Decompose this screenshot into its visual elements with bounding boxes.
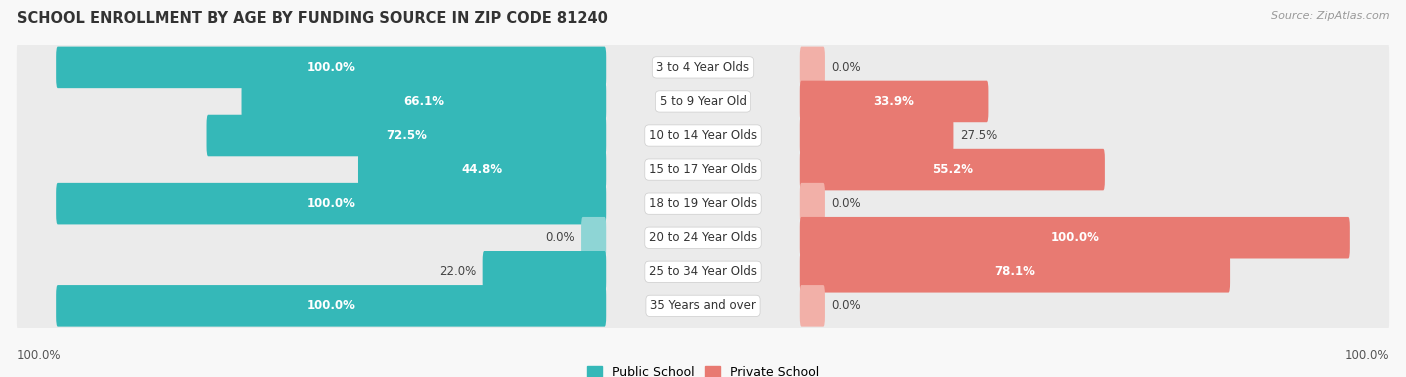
Text: 55.2%: 55.2% xyxy=(932,163,973,176)
Text: 66.1%: 66.1% xyxy=(404,95,444,108)
FancyBboxPatch shape xyxy=(17,107,1389,164)
FancyBboxPatch shape xyxy=(17,175,1389,233)
FancyBboxPatch shape xyxy=(359,149,606,190)
Text: 100.0%: 100.0% xyxy=(307,61,356,74)
Text: 0.0%: 0.0% xyxy=(831,61,860,74)
Legend: Public School, Private School: Public School, Private School xyxy=(582,361,824,377)
Text: 44.8%: 44.8% xyxy=(461,163,503,176)
Text: 18 to 19 Year Olds: 18 to 19 Year Olds xyxy=(650,197,756,210)
Text: 0.0%: 0.0% xyxy=(831,197,860,210)
FancyBboxPatch shape xyxy=(17,277,1389,335)
Text: 3 to 4 Year Olds: 3 to 4 Year Olds xyxy=(657,61,749,74)
Text: 27.5%: 27.5% xyxy=(960,129,997,142)
FancyBboxPatch shape xyxy=(800,251,1230,293)
Text: 35 Years and over: 35 Years and over xyxy=(650,299,756,313)
Text: 0.0%: 0.0% xyxy=(546,231,575,244)
Text: 72.5%: 72.5% xyxy=(385,129,427,142)
FancyBboxPatch shape xyxy=(207,115,606,156)
Text: 0.0%: 0.0% xyxy=(831,299,860,313)
FancyBboxPatch shape xyxy=(800,217,1350,259)
FancyBboxPatch shape xyxy=(800,183,825,224)
Text: 22.0%: 22.0% xyxy=(439,265,477,278)
FancyBboxPatch shape xyxy=(482,251,606,293)
Text: 100.0%: 100.0% xyxy=(307,299,356,313)
FancyBboxPatch shape xyxy=(56,285,606,326)
Text: 15 to 17 Year Olds: 15 to 17 Year Olds xyxy=(650,163,756,176)
Text: 20 to 24 Year Olds: 20 to 24 Year Olds xyxy=(650,231,756,244)
FancyBboxPatch shape xyxy=(800,47,825,88)
Text: 10 to 14 Year Olds: 10 to 14 Year Olds xyxy=(650,129,756,142)
FancyBboxPatch shape xyxy=(17,209,1389,267)
Text: 78.1%: 78.1% xyxy=(994,265,1035,278)
Text: 33.9%: 33.9% xyxy=(873,95,914,108)
Text: 100.0%: 100.0% xyxy=(1344,349,1389,362)
Text: 100.0%: 100.0% xyxy=(17,349,62,362)
FancyBboxPatch shape xyxy=(581,217,606,259)
FancyBboxPatch shape xyxy=(800,115,953,156)
FancyBboxPatch shape xyxy=(800,149,1105,190)
FancyBboxPatch shape xyxy=(800,285,825,326)
Text: Source: ZipAtlas.com: Source: ZipAtlas.com xyxy=(1271,11,1389,21)
FancyBboxPatch shape xyxy=(17,38,1389,97)
Text: 100.0%: 100.0% xyxy=(307,197,356,210)
Text: 5 to 9 Year Old: 5 to 9 Year Old xyxy=(659,95,747,108)
FancyBboxPatch shape xyxy=(17,72,1389,130)
FancyBboxPatch shape xyxy=(56,47,606,88)
FancyBboxPatch shape xyxy=(800,81,988,122)
FancyBboxPatch shape xyxy=(242,81,606,122)
Text: 100.0%: 100.0% xyxy=(1050,231,1099,244)
FancyBboxPatch shape xyxy=(56,183,606,224)
FancyBboxPatch shape xyxy=(17,243,1389,301)
FancyBboxPatch shape xyxy=(17,141,1389,199)
Text: SCHOOL ENROLLMENT BY AGE BY FUNDING SOURCE IN ZIP CODE 81240: SCHOOL ENROLLMENT BY AGE BY FUNDING SOUR… xyxy=(17,11,607,26)
Text: 25 to 34 Year Olds: 25 to 34 Year Olds xyxy=(650,265,756,278)
